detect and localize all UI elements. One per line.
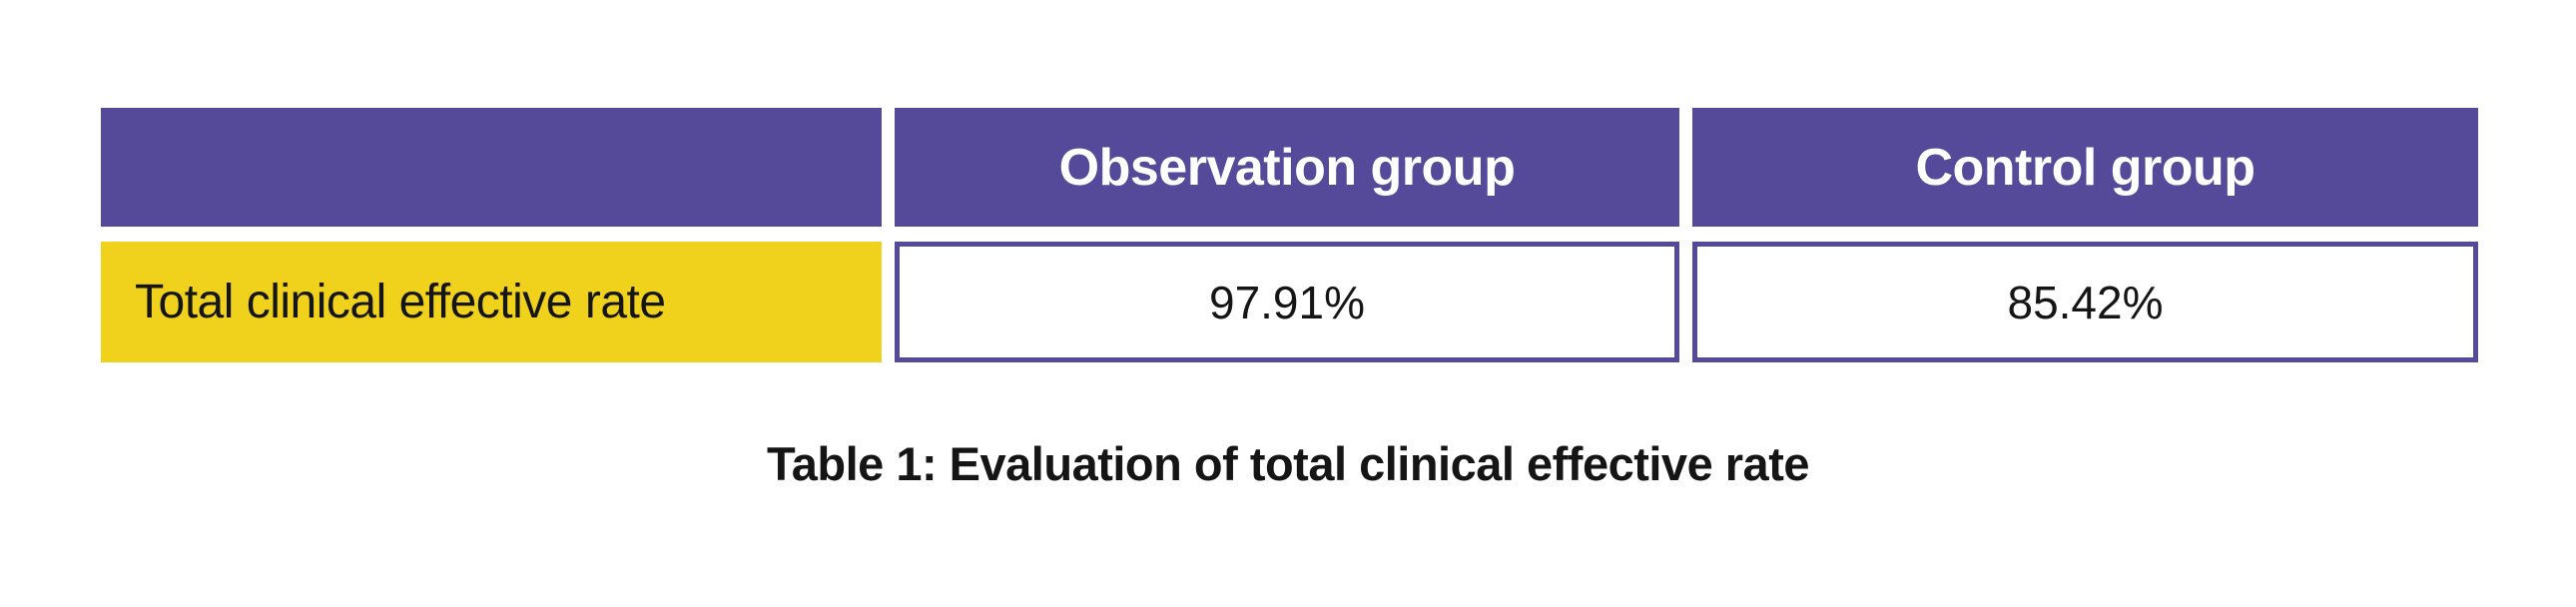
value-cell-observation-group: 97.91% xyxy=(895,242,1679,362)
value-cell-control-group: 85.42% xyxy=(1692,242,2478,362)
header-cell-observation-group: Observation group xyxy=(895,108,1679,227)
table-caption: Table 1: Evaluation of total clinical ef… xyxy=(767,437,1809,490)
header-cell-control-group: Control group xyxy=(1692,108,2478,227)
header-cell-blank xyxy=(101,108,882,227)
row-label-total-clinical-effective-rate: Total clinical effective rate xyxy=(101,242,882,362)
clinical-rate-table: Observation group Control group Total cl… xyxy=(101,108,2478,362)
